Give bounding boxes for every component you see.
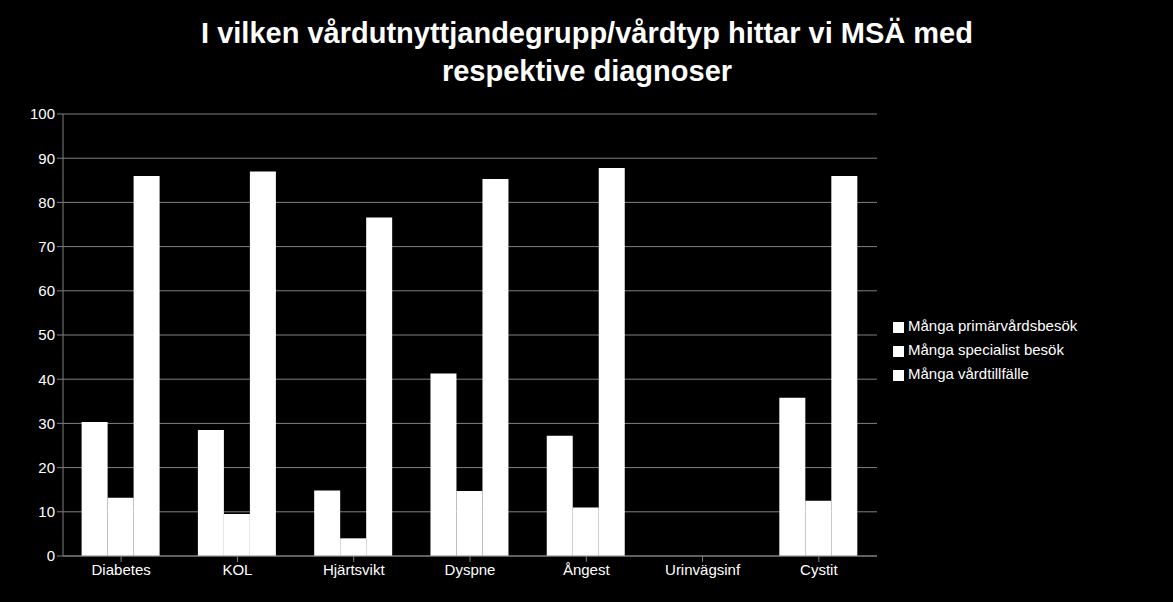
- svg-text:Hjärtsvikt: Hjärtsvikt: [323, 561, 386, 578]
- svg-text:50: 50: [38, 326, 55, 343]
- svg-text:Dyspne: Dyspne: [445, 561, 496, 578]
- svg-text:40: 40: [38, 371, 55, 388]
- svg-text:70: 70: [38, 238, 55, 255]
- svg-text:30: 30: [38, 415, 55, 432]
- svg-text:Urinvägsinf: Urinvägsinf: [665, 561, 741, 578]
- svg-text:KOL: KOL: [222, 561, 252, 578]
- svg-text:60: 60: [38, 282, 55, 299]
- svg-text:100: 100: [30, 105, 55, 122]
- svg-text:80: 80: [38, 194, 55, 211]
- html-text:I vilken vårdutnyttjandegrupp/: I vilken vårdutnyttjandegrupp/vårdtyp hi…: [201, 17, 973, 87]
- svg-text:20: 20: [38, 459, 55, 476]
- svg-text:Cystit: Cystit: [800, 561, 838, 578]
- svg-text:0: 0: [47, 547, 55, 564]
- svg-text:Ångest: Ångest: [563, 561, 611, 578]
- svg-text:10: 10: [38, 503, 55, 520]
- html-text:Många vårdtillfälle: Många vårdtillfälle: [908, 365, 1029, 382]
- svg-text:90: 90: [38, 150, 55, 167]
- svg-text:Diabetes: Diabetes: [92, 561, 151, 578]
- html-text:Många specialist besök: Många specialist besök: [908, 341, 1064, 358]
- html-text:Många primärvårdsbesök: Många primärvårdsbesök: [908, 317, 1078, 334]
